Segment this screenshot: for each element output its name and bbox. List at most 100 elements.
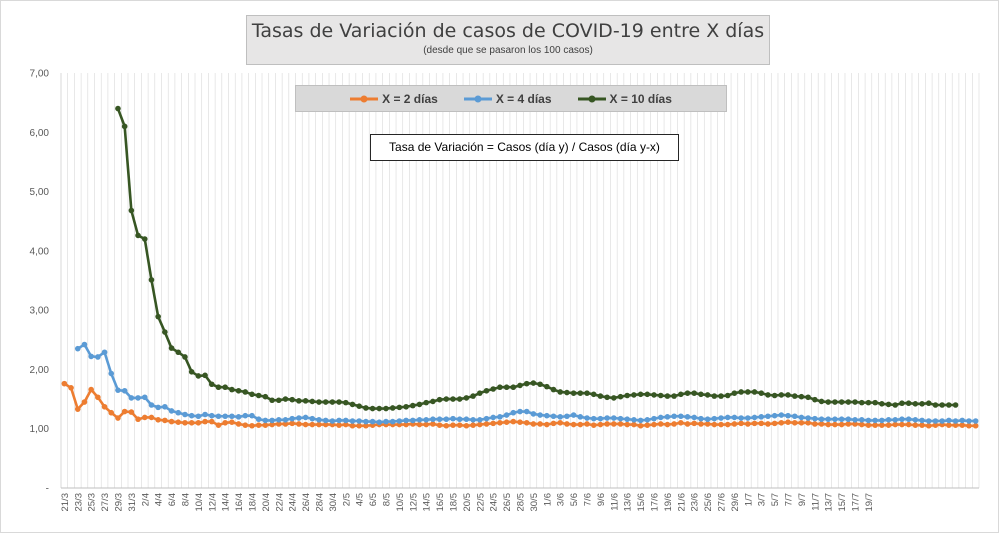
x-tick-label: 6/4 (167, 493, 178, 506)
data-point (812, 421, 818, 427)
data-point (738, 389, 744, 395)
data-point (818, 421, 825, 427)
data-point (155, 404, 161, 411)
data-point (959, 422, 966, 428)
data-point (235, 421, 242, 427)
data-point (597, 421, 604, 428)
data-point (483, 387, 490, 394)
data-point (215, 384, 222, 391)
data-point (577, 414, 584, 420)
data-point (751, 420, 758, 427)
series (61, 105, 979, 429)
legend-swatch-blue (463, 95, 492, 102)
data-point (269, 417, 275, 424)
data-point (483, 421, 490, 427)
data-point (550, 420, 557, 427)
data-point (155, 417, 161, 423)
data-point (704, 392, 711, 398)
data-point (711, 415, 718, 422)
data-point (899, 400, 905, 407)
data-point (101, 403, 108, 410)
data-point (879, 417, 885, 424)
data-point (832, 421, 838, 428)
data-point (463, 416, 470, 423)
x-tick-label: 30/5 (529, 493, 540, 512)
data-point (885, 422, 892, 428)
data-point (751, 389, 758, 395)
x-tick-label: 25/6 (703, 493, 714, 512)
data-point (617, 415, 624, 422)
data-point (168, 345, 175, 351)
data-point (879, 401, 885, 407)
data-point (316, 399, 322, 405)
data-point (765, 392, 771, 398)
x-tick-label: 1/6 (542, 493, 553, 506)
data-point (912, 401, 919, 407)
data-point (791, 413, 798, 420)
x-tick-label: 17/6 (650, 493, 661, 512)
data-point (517, 408, 523, 415)
data-point (912, 422, 919, 428)
data-point (490, 420, 497, 427)
data-point (235, 387, 242, 394)
data-point (537, 421, 543, 427)
data-point (168, 418, 175, 425)
data-point (698, 415, 704, 422)
data-point (939, 402, 945, 408)
data-point (195, 413, 202, 420)
data-point (222, 413, 228, 420)
data-point (477, 421, 483, 428)
data-point (678, 391, 684, 398)
data-point (336, 399, 342, 405)
data-point (302, 398, 309, 404)
data-point (523, 380, 530, 387)
data-point (664, 414, 671, 420)
data-point (443, 416, 450, 423)
x-tick-label: 7/6 (583, 493, 594, 506)
data-point (858, 417, 865, 423)
legend-item-x4: X = 4 días (463, 92, 552, 106)
data-point (818, 416, 825, 423)
data-point (242, 412, 249, 419)
data-point (356, 422, 362, 429)
data-point (684, 414, 691, 420)
data-point (376, 419, 383, 425)
x-tick-label: 5/7 (770, 493, 781, 506)
data-point (892, 417, 899, 423)
data-point (577, 390, 584, 396)
data-point (436, 396, 443, 403)
data-point (517, 419, 523, 425)
data-point (430, 398, 436, 405)
data-point (416, 421, 423, 428)
x-tick-label: 6/5 (368, 493, 379, 506)
data-point (537, 381, 543, 388)
data-point (611, 395, 617, 401)
data-point (470, 393, 476, 399)
data-point (718, 415, 724, 421)
data-point (745, 421, 751, 427)
data-point (611, 421, 617, 427)
data-point (544, 412, 550, 419)
data-point (745, 415, 751, 421)
data-point (544, 383, 550, 390)
data-point (805, 394, 811, 401)
x-tick-label: 8/4 (180, 493, 191, 506)
x-tick-label: 19/7 (864, 493, 875, 512)
data-point (403, 403, 409, 410)
data-point (611, 415, 617, 421)
legend-label-x2: X = 2 días (382, 91, 438, 106)
data-point (664, 393, 671, 399)
data-point (738, 415, 744, 421)
data-point (242, 389, 249, 395)
x-tick-label: 3/7 (757, 493, 768, 506)
data-point (959, 417, 966, 424)
data-point (349, 401, 356, 408)
data-point (778, 419, 785, 426)
data-point (275, 397, 282, 404)
data-point (738, 420, 744, 427)
data-point (791, 419, 798, 426)
data-point (778, 392, 785, 398)
x-tick-label: 20/4 (261, 493, 272, 512)
data-point (403, 421, 409, 428)
data-point (731, 390, 738, 396)
